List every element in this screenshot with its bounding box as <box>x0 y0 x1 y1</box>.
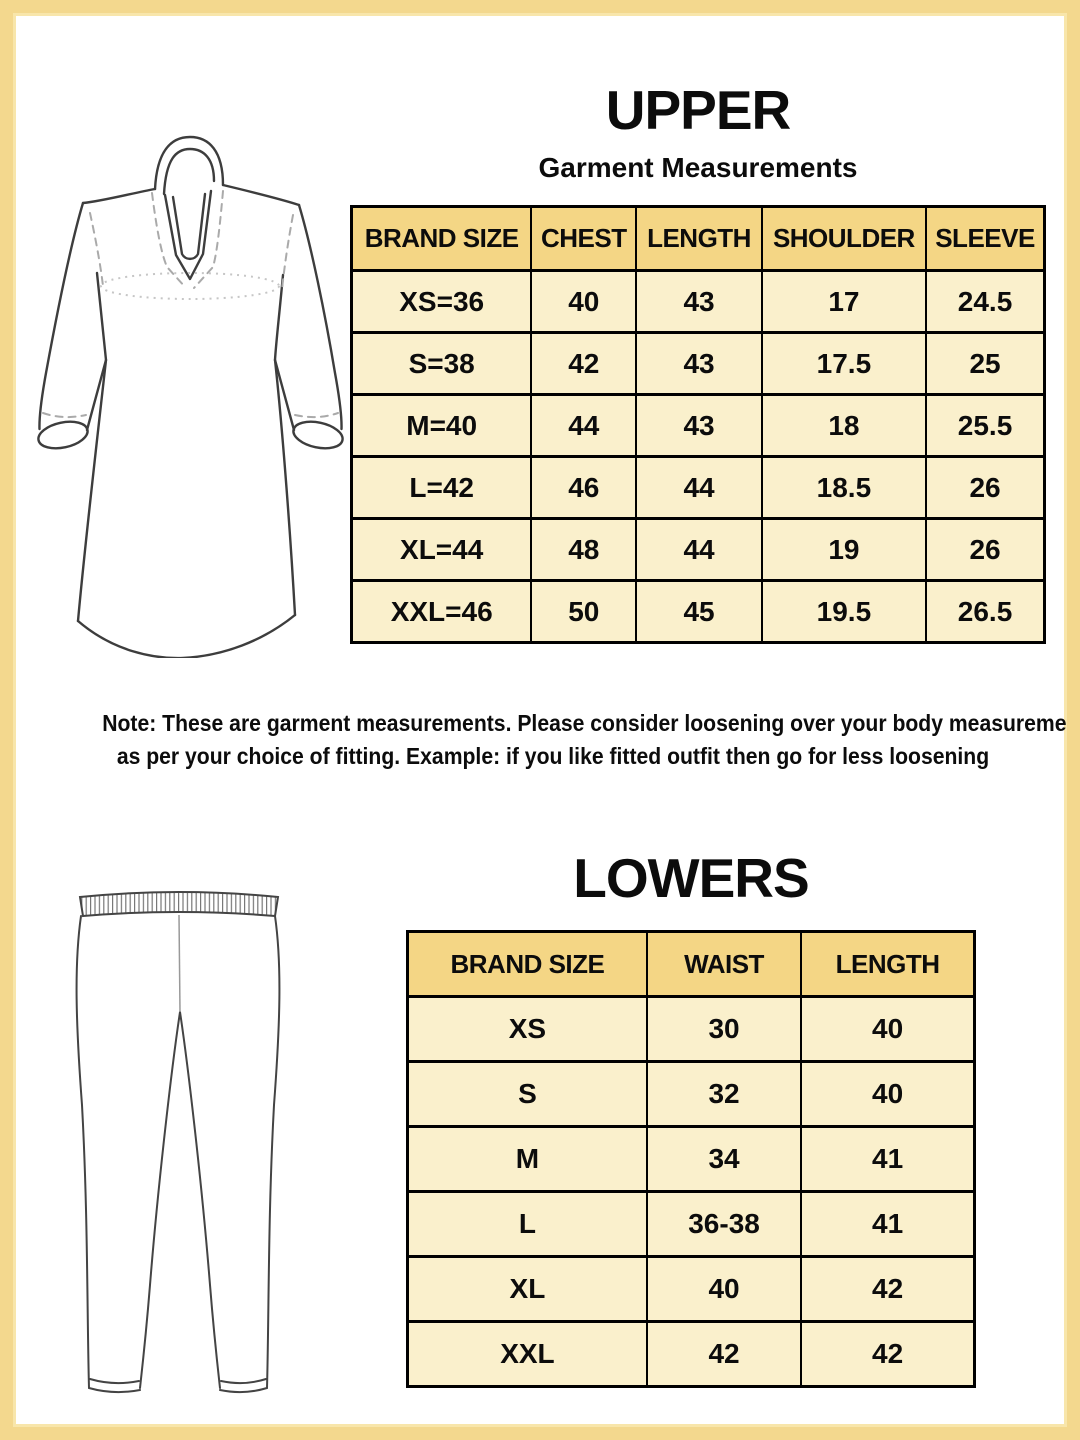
column-header: SHOULDER <box>760 205 928 272</box>
size-cell: XXL=46 <box>350 579 533 644</box>
size-row: XXL 42 42 <box>406 1320 976 1388</box>
size-cell: M <box>406 1125 648 1193</box>
size-cell: 26 <box>925 517 1046 582</box>
size-cell: 44 <box>530 393 638 458</box>
pants-right-outer <box>266 915 281 1389</box>
size-cell: 18.5 <box>760 455 928 520</box>
column-header: BRAND SIZE <box>350 205 533 272</box>
pants-center-seam <box>178 914 181 1013</box>
column-header: WAIST <box>645 930 803 998</box>
size-cell: L <box>406 1190 648 1258</box>
size-cell: 36-38 <box>645 1190 803 1258</box>
size-cell: 17.5 <box>760 331 928 396</box>
pants-right-inseam <box>179 1011 221 1389</box>
size-row: L=42 46 44 18.5 26 <box>350 455 1046 520</box>
size-row: XL 40 42 <box>406 1255 976 1323</box>
size-cell: XL=44 <box>350 517 533 582</box>
pants-waistband <box>78 891 280 918</box>
size-cell: 18 <box>760 393 928 458</box>
kurta-illustration <box>37 135 344 658</box>
upper-title: UPPER <box>605 79 792 141</box>
size-row: S=38 42 43 17.5 25 <box>350 331 1046 396</box>
size-cell: 48 <box>530 517 638 582</box>
size-cell: 41 <box>800 1190 976 1258</box>
kurta-chest-guide <box>100 272 280 300</box>
note-line-1: Note: These are garment measurements. Pl… <box>102 710 1080 736</box>
size-cell: XS <box>406 995 648 1063</box>
size-cell: S <box>406 1060 648 1128</box>
kurta-hem <box>76 613 297 658</box>
pants-left-inseam <box>139 1011 181 1389</box>
size-cell: 42 <box>800 1320 976 1388</box>
kurta-body <box>76 271 108 623</box>
size-cell: S=38 <box>350 331 533 396</box>
size-cell: 40 <box>530 269 638 334</box>
size-cell: 40 <box>800 1060 976 1128</box>
column-header: LENGTH <box>635 205 763 272</box>
header-row: BRAND SIZE WAIST LENGTH <box>406 930 976 998</box>
kurta-placket <box>163 189 213 281</box>
size-cell: 45 <box>635 579 763 644</box>
size-row: M=40 44 43 18 25.5 <box>350 393 1046 458</box>
size-cell: XS=36 <box>350 269 533 334</box>
size-cell: 25.5 <box>925 393 1046 458</box>
size-cell: 17 <box>760 269 928 334</box>
kurta-left-sleeve <box>38 201 85 431</box>
upper-size-table: BRAND SIZE CHEST LENGTH SHOULDER SLEEVE XS=36… <box>350 205 1046 644</box>
size-cell: 42 <box>800 1255 976 1323</box>
header-row: BRAND SIZE CHEST LENGTH SHOULDER SLEEVE <box>350 205 1046 272</box>
lowers-title: LOWERS <box>573 847 809 909</box>
size-cell: 41 <box>800 1125 976 1193</box>
size-cell: 30 <box>645 995 803 1063</box>
size-cell: 42 <box>530 331 638 396</box>
size-cell: XXL <box>406 1320 648 1388</box>
size-cell: 32 <box>645 1060 803 1128</box>
column-header: LENGTH <box>800 930 976 998</box>
size-cell: 43 <box>635 331 763 396</box>
pants-left-outer <box>75 915 90 1389</box>
size-cell: 46 <box>530 455 638 520</box>
size-cell: 26.5 <box>925 579 1046 644</box>
size-cell: 42 <box>645 1320 803 1388</box>
size-cell: 43 <box>635 393 763 458</box>
size-cell: 34 <box>645 1125 803 1193</box>
size-cell: 40 <box>645 1255 803 1323</box>
column-header: SLEEVE <box>925 205 1046 272</box>
size-cell: 50 <box>530 579 638 644</box>
size-cell: L=42 <box>350 455 533 520</box>
measurement-note: Note: These are garment measurements. Pl… <box>102 707 1067 773</box>
size-cell: XL <box>406 1255 648 1323</box>
size-row: XL=44 48 44 19 26 <box>350 517 1046 582</box>
size-row: XXL=46 50 45 19.5 26.5 <box>350 579 1046 644</box>
column-header: BRAND SIZE <box>406 930 648 998</box>
size-row: S 32 40 <box>406 1060 976 1128</box>
pants-illustration <box>75 891 281 1394</box>
size-cell: 25 <box>925 331 1046 396</box>
size-cell: 19 <box>760 517 928 582</box>
size-cell: 19.5 <box>760 579 928 644</box>
note-line-2: as per your choice of fitting. Example: … <box>116 743 990 769</box>
size-cell: 43 <box>635 269 763 334</box>
size-row: L 36-38 41 <box>406 1190 976 1258</box>
kurta-right-sleeve <box>297 203 343 431</box>
size-cell: 24.5 <box>925 269 1046 334</box>
size-row: M 34 41 <box>406 1125 976 1193</box>
size-row: XS 30 40 <box>406 995 976 1063</box>
size-cell: 44 <box>635 455 763 520</box>
upper-subtitle: Garment Measurements <box>538 152 858 183</box>
size-cell: 40 <box>800 995 976 1063</box>
column-header: CHEST <box>530 205 638 272</box>
lowers-size-table: BRAND SIZE WAIST LENGTH XS 30 40 S 32 40 M 34 41 L 36… <box>406 930 976 1388</box>
kurta-collar <box>153 135 225 191</box>
size-cell: 44 <box>635 517 763 582</box>
size-cell: M=40 <box>350 393 533 458</box>
size-row: XS=36 40 43 17 24.5 <box>350 269 1046 334</box>
size-cell: 26 <box>925 455 1046 520</box>
